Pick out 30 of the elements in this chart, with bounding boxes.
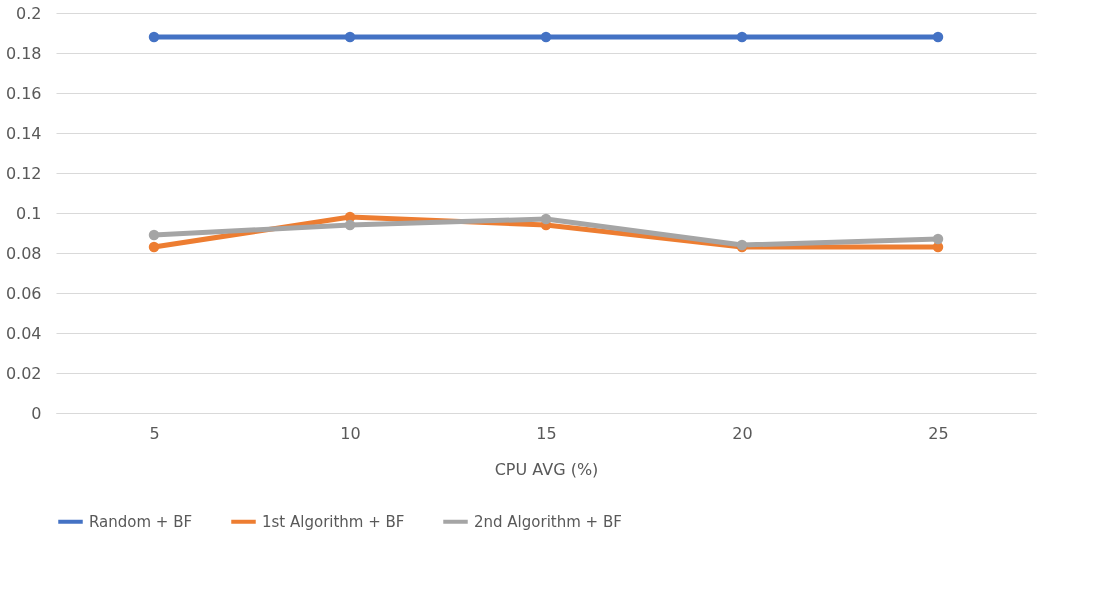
x-tick-label: 15: [536, 423, 557, 443]
y-tick-label: 0.16: [5, 83, 42, 103]
x-tick-label: 20: [732, 423, 753, 443]
legend-label: 2nd Algorithm + BF: [474, 512, 622, 531]
point: [344, 31, 356, 43]
x-tick-label: 5: [149, 423, 160, 443]
x-tick-label: 25: [928, 423, 949, 443]
y-tick-label: 0.02: [5, 363, 42, 383]
point: [148, 241, 160, 253]
y-tick-label: 0.18: [5, 43, 42, 63]
legend-label: 1st Algorithm + BF: [262, 512, 405, 531]
y-tick-label: 0: [31, 403, 42, 423]
y-tick-label: 0.12: [5, 163, 42, 183]
x-tick-label: 10: [340, 423, 361, 443]
y-tick-label: 0.14: [5, 123, 42, 143]
point: [148, 31, 160, 43]
y-tick-label: 0.2: [16, 3, 42, 23]
point: [540, 31, 552, 43]
point: [736, 31, 748, 43]
y-tick-label: 0.1: [16, 203, 42, 223]
y-tick-label: 0.08: [5, 243, 42, 263]
y-tick-label: 0.06: [5, 283, 42, 303]
point: [148, 229, 160, 241]
x-axis-title: CPU AVG (%): [494, 459, 599, 479]
point: [344, 219, 356, 231]
legend-label: Random + BF: [89, 512, 193, 531]
y-tick-label: 0.04: [5, 323, 42, 343]
point: [932, 233, 944, 245]
point: [540, 213, 552, 225]
point: [932, 31, 944, 43]
